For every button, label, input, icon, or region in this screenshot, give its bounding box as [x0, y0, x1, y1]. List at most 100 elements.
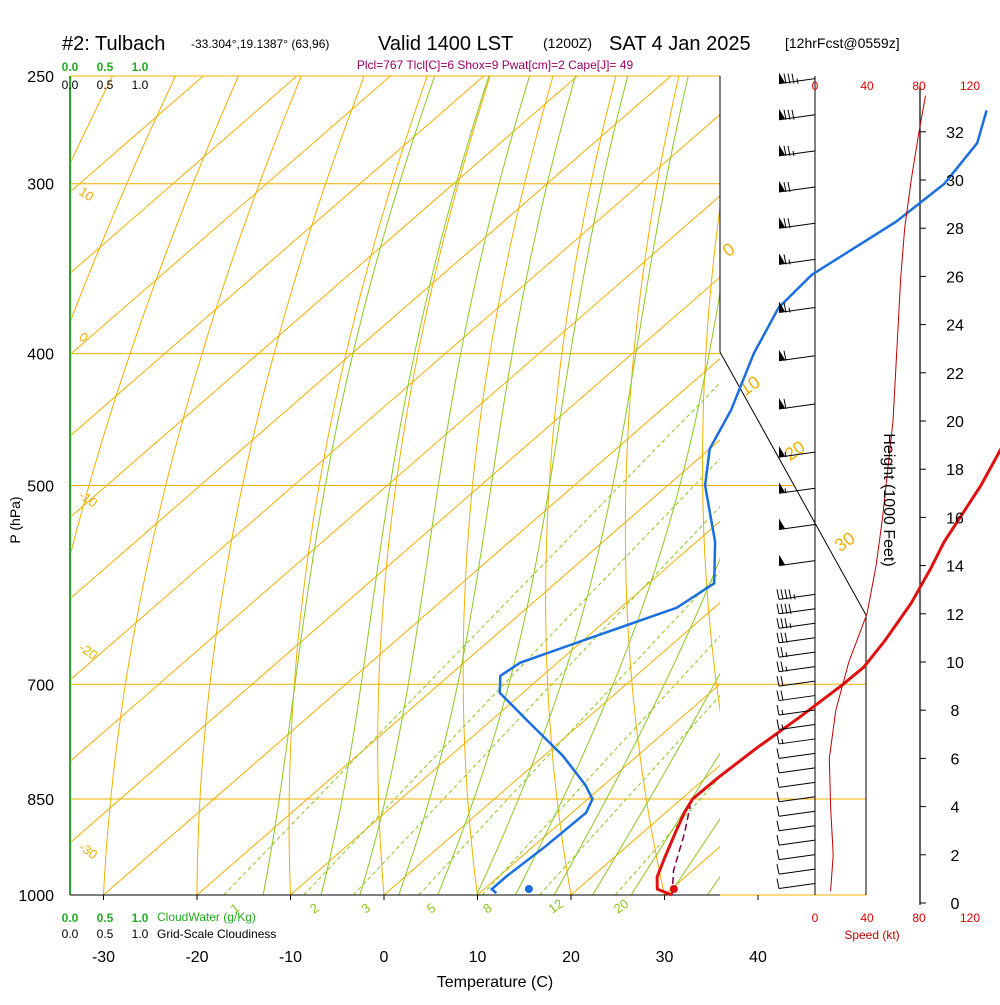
wind-barb-pennant — [779, 482, 785, 493]
wind-barb-half — [793, 151, 794, 156]
wind-barb — [777, 748, 815, 758]
wind-barb-staff — [779, 488, 815, 493]
wind-barb-staff — [779, 259, 815, 264]
wind-barb-full — [781, 662, 783, 672]
height-tick-label: 8 — [951, 703, 960, 720]
wind-barb-full — [777, 618, 779, 628]
wind-barb-half — [794, 594, 795, 599]
wind-barb-full — [777, 806, 779, 816]
speed-tick-label-top: 40 — [860, 79, 874, 93]
cloud-tick-label: 0.0 — [62, 911, 79, 925]
height-tick-label: 26 — [946, 269, 964, 286]
height-tick-label: 6 — [951, 751, 960, 768]
cloud-tick-label: 1.0 — [132, 78, 149, 92]
wind-barb-staff — [779, 840, 815, 845]
pressure-tick-label: 400 — [27, 347, 54, 364]
wind-barb-staff — [779, 115, 815, 120]
cloud-tick-label: 1.0 — [132, 911, 149, 925]
dry-adiabat-label: 0 — [76, 329, 91, 345]
wind-barb-staff — [779, 356, 815, 361]
wind-barb-staff — [779, 681, 815, 686]
dry-adiabat-label: -20 — [76, 640, 100, 663]
temperature-tick-label: 40 — [749, 949, 767, 966]
wind-barb — [779, 350, 815, 361]
wind-barb-full — [781, 647, 783, 657]
y-axis-label: P (hPa) — [7, 496, 23, 543]
speed-tick-label-top: 120 — [960, 79, 980, 93]
wind-barb — [777, 647, 815, 657]
wind-barb-half — [789, 308, 790, 313]
cloud-ticks: 0.00.00.00.00.50.50.50.51.01.01.01.0 — [62, 60, 149, 941]
wind-barb-staff — [779, 623, 815, 628]
wind-speed-group — [829, 96, 925, 891]
wind-barb-staff — [779, 753, 815, 758]
wind-barb-staff — [779, 710, 815, 715]
moist-adiabat-line — [257, 52, 443, 924]
wind-barb-staff — [779, 826, 815, 831]
wind-barb-staff — [779, 768, 815, 773]
dry-adiabat-label: -30 — [76, 839, 100, 862]
moist-adiabat-label: 0 — [719, 239, 739, 261]
height-tick-label: 2 — [951, 848, 960, 865]
wind-barb-full — [777, 835, 779, 845]
moist-adiabat-label: 30 — [831, 528, 859, 556]
wind-barb-full — [777, 748, 779, 758]
wind-barb — [779, 555, 815, 566]
dry-adiabat-label: 10 — [76, 184, 96, 205]
height-tick-label: 10 — [946, 655, 964, 672]
moist-adiabat-line — [351, 52, 537, 924]
height-tick-label: 14 — [946, 559, 964, 576]
wind-barb-staff — [779, 855, 815, 860]
height-tick-label: 28 — [946, 221, 964, 238]
wind-barb-full — [777, 705, 779, 715]
moist-adiabat-line — [388, 52, 582, 924]
moist-adiabat-line — [613, 52, 1000, 924]
height-tick-label: 20 — [946, 414, 964, 431]
wind-barb-full — [785, 633, 787, 643]
dry-adiabat-line — [625, 52, 684, 924]
wind-barb-pennant — [779, 518, 785, 529]
wind-barb — [777, 806, 815, 816]
wind-barb-staff — [779, 869, 815, 874]
height-tick-label: 12 — [946, 607, 964, 624]
height-tick-label: 0 — [951, 896, 960, 913]
cloud-tick-label: 0.5 — [97, 911, 114, 925]
wind-barb — [777, 633, 815, 643]
dry-adiabat-line — [197, 52, 374, 924]
speed-axis-label: Speed (kt) — [844, 928, 899, 942]
wind-barb-staff — [779, 223, 815, 228]
temperature-tick-label: 0 — [380, 949, 389, 966]
mixing-ratio-line — [224, 354, 749, 895]
dry-adiabat-line — [703, 52, 767, 924]
wind-barb-full — [781, 589, 783, 599]
wind-barb-full — [777, 864, 779, 874]
wind-barb — [779, 181, 815, 192]
wind-barb-staff — [779, 404, 815, 409]
height-tick-label: 4 — [951, 800, 960, 817]
pressure-tick-label: 300 — [27, 177, 54, 194]
zulu-time: (1200Z) — [543, 35, 592, 51]
height-tick-label: 22 — [946, 366, 964, 383]
dewpoint-line — [492, 110, 987, 893]
mixing-ratio-line — [353, 354, 866, 895]
wind-barb-staff — [779, 811, 815, 816]
height-tick-label: 18 — [946, 462, 964, 479]
wind-barb-full — [777, 763, 779, 773]
cloud-tick-label: 0.5 — [97, 60, 114, 74]
cloud-tick-label: 1.0 — [132, 927, 149, 941]
wind-barb-full — [777, 691, 779, 701]
wind-barb-full — [777, 777, 779, 787]
wind-barb-full — [777, 850, 779, 860]
surface-temperature-dot — [670, 885, 678, 893]
wind-barb-staff — [779, 187, 815, 192]
wind-barb — [777, 691, 815, 701]
wind-barb-pennant — [779, 555, 785, 566]
height-tick-label: 16 — [946, 510, 964, 527]
height-tick-label: 32 — [946, 125, 964, 142]
moist-adiabat-label: 20 — [781, 437, 809, 465]
wind-barb-full — [777, 879, 779, 889]
dry-adiabat-line — [289, 52, 436, 924]
wind-barb — [777, 734, 815, 744]
cloud-tick-label: 1.0 — [132, 60, 149, 74]
